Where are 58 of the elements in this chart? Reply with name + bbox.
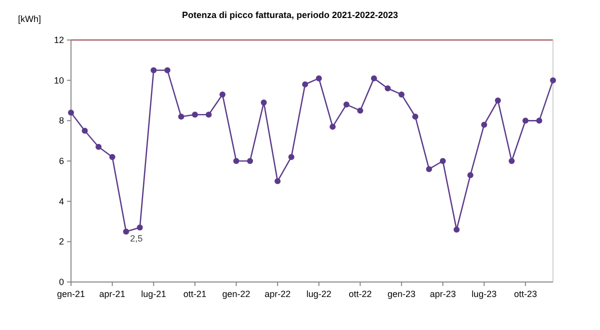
point (109, 154, 116, 160)
x-tick-label: lug-21 (141, 289, 166, 299)
point (343, 102, 350, 108)
point (384, 85, 391, 92)
x-tick-label: apr-22 (264, 289, 291, 299)
point (536, 118, 542, 124)
y-tick-label: 10 (54, 75, 64, 86)
y-tick-label: 8 (58, 116, 64, 126)
point (522, 118, 528, 124)
point (454, 226, 460, 233)
point (357, 108, 364, 114)
chart-title: Potenza di picco fatturata, periodo 2021-2022-2023 (182, 10, 398, 20)
point (68, 110, 74, 116)
point (274, 178, 281, 184)
point (302, 81, 308, 88)
x-tick-label: ott-21 (183, 289, 206, 299)
point (247, 158, 254, 164)
point (233, 158, 240, 164)
point (467, 172, 474, 178)
y-tick-label: 0 (58, 277, 64, 287)
x-tick-label: apr-21 (99, 289, 126, 299)
point (123, 228, 130, 235)
x-tick-label: gen-21 (56, 289, 86, 299)
point (412, 114, 418, 120)
point (508, 158, 515, 164)
x-tick-label: gen-22 (222, 289, 250, 299)
point (192, 112, 198, 118)
x-tick-label: ott-23 (514, 289, 537, 299)
point (481, 122, 488, 128)
point (288, 154, 294, 160)
point (82, 128, 88, 134)
x-tick-label: lug-22 (306, 289, 332, 299)
x-tick-label: lug-23 (472, 289, 497, 299)
point (426, 166, 432, 172)
point (316, 75, 322, 82)
y-tick-label: 12 (54, 35, 64, 45)
point (206, 112, 212, 118)
point (219, 91, 226, 98)
point (260, 100, 267, 106)
y-axis-title: [kWh] (18, 14, 42, 24)
point (150, 67, 157, 74)
data-label: 2,5 (130, 234, 143, 244)
point (136, 224, 143, 231)
x-tick-label: ott-22 (348, 289, 372, 299)
point (178, 114, 184, 120)
point (398, 91, 405, 98)
point (370, 75, 377, 82)
x-tick-label: apr-23 (430, 289, 456, 299)
point (440, 158, 446, 164)
y-tick-label: 4 (58, 196, 64, 206)
point (164, 67, 170, 74)
point (96, 144, 102, 150)
y-tick-label: 2 (58, 236, 64, 247)
point (550, 77, 556, 84)
y-tick-label: 6 (58, 156, 64, 166)
point (494, 98, 501, 104)
point (330, 124, 336, 130)
x-tick-label: gen-23 (388, 289, 416, 299)
